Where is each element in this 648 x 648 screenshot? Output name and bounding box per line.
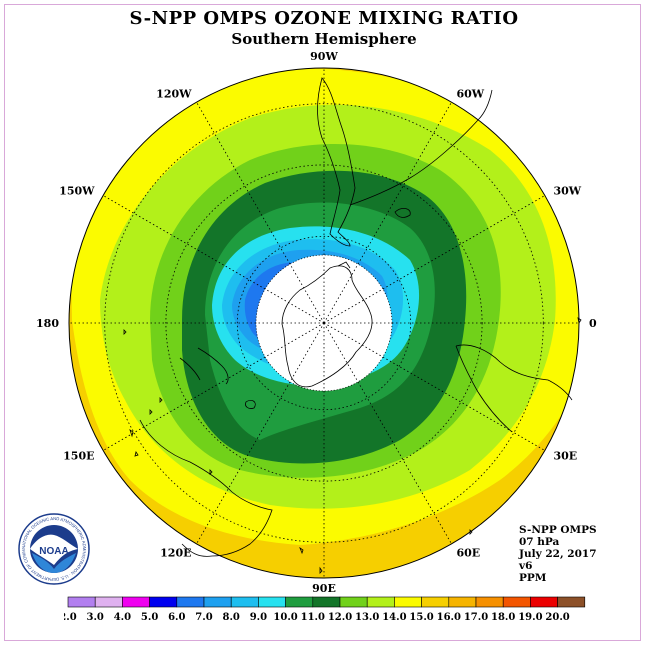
south-america-coast [317, 77, 356, 247]
colorbar-tick-label: 2.0 [64, 612, 77, 623]
colorbar-tick-label: 7.0 [195, 612, 212, 623]
colorbar-swatch [366, 596, 395, 608]
colorbar-tick-label: 10.0 [273, 612, 297, 623]
colorbar-swatch [203, 596, 232, 608]
noaa-logo-text: NOAA [39, 546, 68, 557]
colorbar-swatch [530, 596, 558, 608]
tasmania [245, 400, 256, 409]
africa-south-coast [455, 345, 513, 433]
longitude-label: 120W [156, 88, 192, 101]
antarctica-coast [281, 265, 373, 388]
longitude-label: 120E [160, 546, 191, 559]
colorbar-tick-label: 11.0 [301, 612, 325, 623]
colorbar-swatch [122, 596, 150, 608]
meta-version: v6 [519, 560, 533, 572]
meridian-line [102, 195, 325, 324]
figure-frame [4, 4, 641, 641]
colorbar-tick-label: 3.0 [86, 612, 103, 623]
longitude-label: 150W [59, 185, 95, 198]
south-america-east-coast [349, 89, 493, 206]
longitude-label: 30W [553, 185, 581, 198]
longitude-label: 60E [457, 546, 481, 559]
colorbar-swatch [94, 596, 123, 608]
meridian-line [323, 322, 452, 545]
longitude-label: 0 [589, 317, 597, 330]
colorbar-swatch [557, 596, 586, 608]
longitude-label: 90W [310, 50, 338, 63]
meridian-line [196, 101, 325, 324]
africa-coast [455, 344, 573, 401]
colorbar-tick-label: 15.0 [409, 612, 433, 623]
longitude-label: 90E [312, 582, 336, 595]
colorbar: 2.0 3.0 4.0 5.0 6.0 7.0 8.0 9.0 10.0 11.012.013.0… [64, 596, 586, 623]
colorbar-swatch [176, 596, 205, 608]
new-zealand-coast [197, 347, 229, 385]
colorbar-tick-label: 20.0 [545, 612, 569, 623]
meta-instrument: S-NPP OMPS [519, 524, 597, 536]
map-boundary [68, 67, 580, 579]
colorbar-tick-labels: 2.0 3.0 4.0 5.0 6.0 7.0 8.0 9.0 10.0 11.012.013.0… [64, 612, 570, 623]
colorbar-swatch [394, 596, 422, 608]
noaa-logo: NOAA NATIONAL OCEANIC AND ATMOSPHERIC AD… [18, 513, 90, 585]
antarctic-peninsula [337, 261, 351, 269]
title-block: S-NPP OMPS OZONE MIXING RATIO Southern H… [0, 8, 648, 48]
figure-title: S-NPP OMPS OZONE MIXING RATIO [129, 8, 519, 29]
meta-units: PPM [519, 572, 547, 584]
colorbar-swatch [230, 596, 259, 608]
new-zealand-north [179, 357, 201, 381]
graticule [69, 68, 579, 578]
colorbar-tick-label: 18.0 [491, 612, 515, 623]
colorbar-tick-label: 4.0 [114, 612, 131, 623]
meridian-line [102, 322, 325, 451]
meta-level: 07 hPa [519, 536, 560, 548]
longitude-label: 150E [63, 450, 94, 463]
colorbar-tick-label: 5.0 [141, 612, 158, 623]
meridian-line [196, 322, 325, 545]
colorbar-tick-label: 12.0 [328, 612, 352, 623]
colorbar-swatch [67, 596, 96, 608]
colorbar-swatch [149, 596, 178, 608]
meta-date: July 22, 2017 [519, 548, 597, 560]
colorbar-swatch [285, 596, 314, 608]
colorbar-tick-label: 19.0 [518, 612, 542, 623]
colorbar-swatches [67, 596, 586, 608]
australia-coast [139, 419, 273, 557]
colorbar-swatch [312, 596, 341, 608]
longitude-labels: 90W 60W 30W 0 30E 60E 90E 120E 150E 180 150W 120W [36, 50, 597, 595]
longitude-label: 180 [36, 317, 59, 330]
latitude-circle [104, 103, 544, 543]
colorbar-tick-label: 9.0 [250, 612, 267, 623]
latitude-circle [236, 235, 412, 411]
longitude-label: 60W [457, 88, 485, 101]
colorbar-swatch [448, 596, 477, 608]
meridian-line [323, 195, 546, 324]
colorbar-tick-label: 13.0 [355, 612, 379, 623]
colorbar-tick-label: 16.0 [437, 612, 461, 623]
ozone-field [69, 68, 579, 578]
falkland-islands [394, 208, 411, 218]
latitude-circle [165, 164, 483, 482]
colorbar-tick-label: 6.0 [168, 612, 185, 623]
meridian-line [323, 322, 546, 451]
figure-subtitle: Southern Hemisphere [231, 30, 417, 48]
colorbar-swatch [339, 596, 368, 608]
meridian-line [323, 101, 452, 324]
colorbar-tick-label: 14.0 [382, 612, 406, 623]
colorbar-tick-label: 8.0 [222, 612, 239, 623]
metadata-block: S-NPP OMPS 07 hPa July 22, 2017 v6 PPM [519, 524, 597, 584]
colorbar-swatch [421, 596, 450, 608]
colorbar-tick-label: 17.0 [464, 612, 488, 623]
longitude-label: 30E [553, 450, 577, 463]
colorbar-swatch [475, 596, 504, 608]
colorbar-swatch [258, 596, 286, 608]
colorbar-swatch [502, 596, 531, 608]
